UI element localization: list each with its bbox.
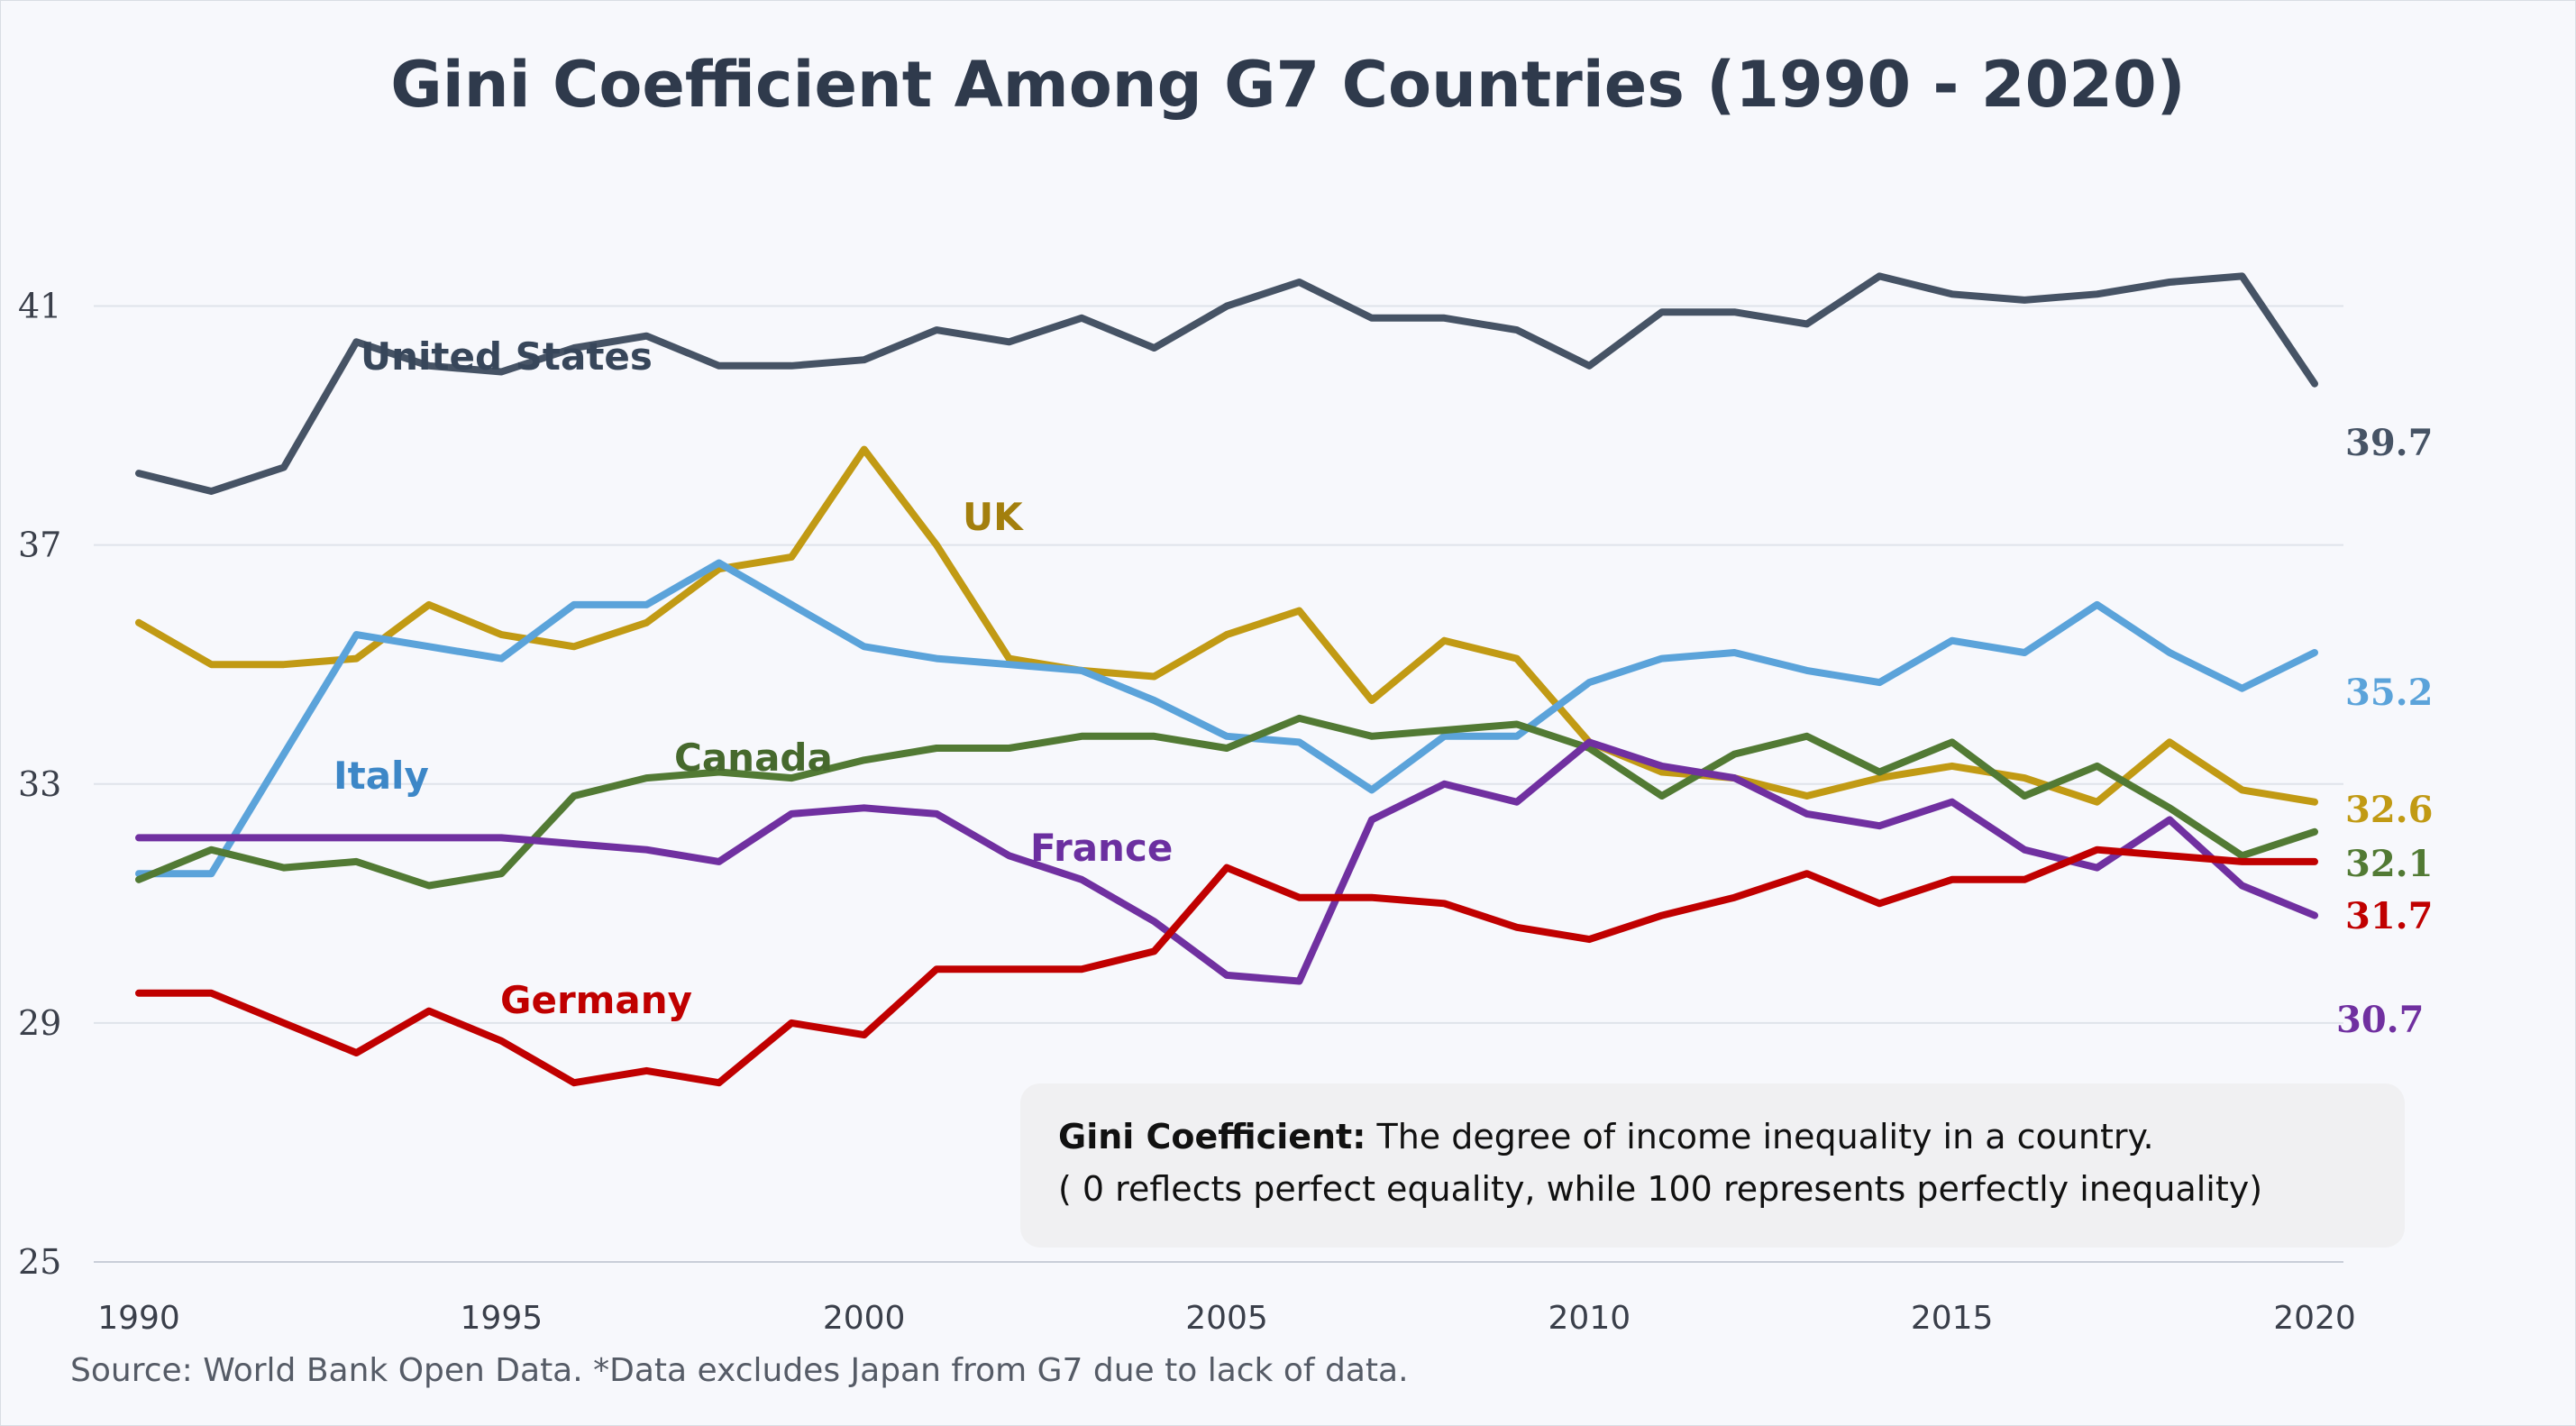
series-name-canada: Canada — [674, 736, 833, 780]
series-line-france — [135, 738, 2318, 985]
y-tick-label: 41 — [18, 287, 61, 326]
note-line-1: Gini Coefficient: The degree of income i… — [1058, 1111, 2367, 1163]
y-axis-ticks: 25 29 33 37 41 — [18, 287, 61, 1282]
series-name-uk: UK — [963, 495, 1024, 539]
y-tick-label: 25 — [18, 1242, 61, 1282]
series-lines — [135, 272, 2318, 1087]
x-axis-ticks: 1990 1995 2000 2005 2010 2015 2020 — [97, 1300, 2356, 1337]
y-tick-label: 33 — [18, 764, 61, 804]
x-tick-label: 2020 — [2273, 1300, 2356, 1337]
series-name-italy: Italy — [333, 754, 429, 798]
end-label-france: 30.7 — [2336, 999, 2424, 1041]
x-tick-label: 2005 — [1185, 1300, 1268, 1337]
chart-title: Gini Coefficient Among G7 Countries (199… — [390, 48, 2185, 122]
note-definition: The degree of income inequality in a cou… — [1366, 1117, 2154, 1156]
x-tick-label: 2010 — [1548, 1300, 1631, 1337]
series-line-uk — [135, 445, 2318, 806]
series-name-france: France — [1030, 826, 1173, 870]
series-name-germany: Germany — [500, 978, 692, 1022]
note-term: Gini Coefficient: — [1058, 1117, 1366, 1156]
end-value-labels: 39.7 32.6 35.2 32.1 30.7 31.7 — [2336, 422, 2433, 1041]
x-tick-label: 1995 — [461, 1300, 544, 1337]
definition-note: Gini Coefficient: The degree of income i… — [1020, 1083, 2405, 1248]
y-tick-label: 37 — [18, 526, 61, 565]
end-label-italy: 35.2 — [2345, 672, 2433, 714]
series-name-united-states: United States — [361, 334, 653, 379]
series-line-canada — [135, 714, 2318, 890]
note-line-2: ( 0 reflects perfect equality, while 100… — [1058, 1169, 2263, 1209]
gridlines — [94, 305, 2343, 1263]
series-line-italy — [135, 559, 2318, 878]
end-label-canada: 32.1 — [2345, 843, 2433, 885]
end-label-germany: 31.7 — [2345, 895, 2433, 937]
end-label-united-states: 39.7 — [2345, 422, 2433, 464]
y-tick-label: 29 — [18, 1003, 61, 1043]
x-tick-label: 2000 — [823, 1300, 906, 1337]
series-labels: United States UK Italy Canada France Germany — [333, 334, 1173, 1022]
series-line-germany — [135, 846, 2318, 1087]
source-note: Source: World Bank Open Data. *Data excl… — [70, 1352, 1409, 1389]
x-tick-label: 1990 — [97, 1300, 180, 1337]
end-label-uk: 32.6 — [2345, 789, 2433, 831]
series-line-united-states — [135, 272, 2318, 495]
x-tick-label: 2015 — [1911, 1300, 1994, 1337]
